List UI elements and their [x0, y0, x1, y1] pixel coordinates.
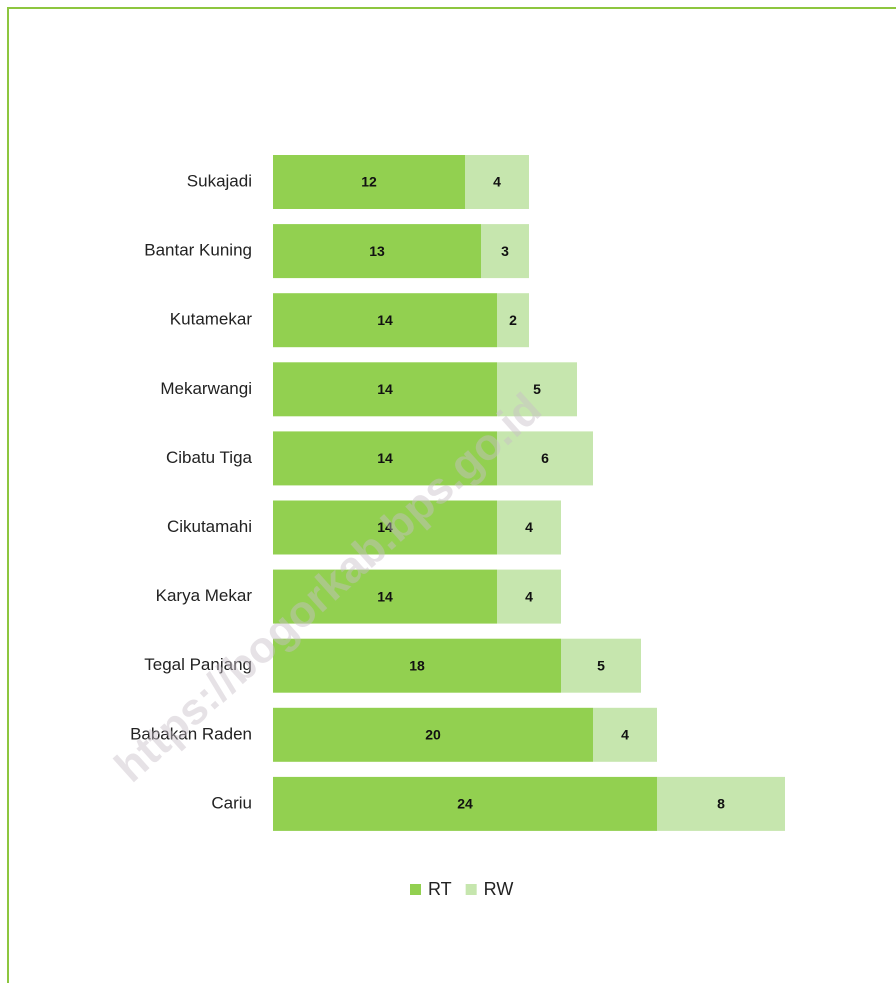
data-label: 12 [361, 174, 377, 190]
y-tick-label: Cikutamahi [167, 517, 252, 536]
bar-segment [273, 776, 657, 831]
legend-label: RT [428, 879, 452, 899]
data-label: 18 [409, 657, 425, 673]
bar-segment [593, 707, 657, 762]
data-label: 4 [493, 174, 501, 190]
y-tick-label: Karya Mekar [156, 586, 253, 605]
bar-segment [481, 224, 529, 279]
data-label: 4 [621, 727, 629, 743]
y-tick-label: Sukajadi [187, 171, 252, 190]
y-tick-label: Tegal Panjang [144, 655, 252, 674]
data-label: 14 [377, 519, 393, 535]
bar-segment [273, 500, 497, 555]
bar-segment [273, 293, 497, 348]
data-label: 14 [377, 381, 393, 397]
y-tick-label: Mekarwangi [160, 379, 252, 398]
y-tick-label: Cibatu Tiga [166, 448, 253, 467]
bar-segment [273, 569, 497, 624]
legend-label: RW [484, 879, 514, 899]
y-tick-label: Bantar Kuning [144, 241, 252, 260]
bar-segment [273, 431, 497, 486]
legend-swatch [410, 884, 421, 895]
bar-segment [273, 224, 481, 279]
data-label: 6 [541, 450, 549, 466]
data-label: 24 [457, 796, 473, 812]
data-label: 5 [597, 657, 605, 673]
bar-segment [561, 638, 641, 693]
data-label: 4 [525, 519, 533, 535]
bar-segment [273, 638, 561, 693]
data-label: 4 [525, 588, 533, 604]
bar-segment [497, 293, 529, 348]
bar-segment [657, 776, 785, 831]
bar-segment [273, 155, 465, 209]
data-label: 13 [369, 243, 385, 259]
legend-swatch [465, 884, 477, 895]
data-label: 14 [377, 450, 393, 466]
bar-segment [497, 569, 561, 624]
data-label: 14 [377, 588, 393, 604]
y-tick-label: Cariu [211, 793, 252, 812]
data-label: 20 [425, 727, 441, 743]
bar-segment [497, 500, 561, 555]
data-label: 5 [533, 381, 541, 397]
frame [7, 7, 896, 983]
data-label: 3 [501, 243, 509, 259]
data-label: 8 [717, 796, 725, 812]
data-label: 14 [377, 312, 393, 328]
y-tick-label: Babakan Raden [130, 724, 252, 743]
data-label: 2 [509, 312, 517, 328]
bar-segment [273, 362, 497, 417]
bar-segment [497, 362, 577, 417]
bar-segment [465, 155, 529, 209]
plot: Sukajadi 12 4 Bantar Kuning 13 3 Kutamekar 14 2 M… [130, 155, 785, 899]
y-tick-label: Kutamekar [170, 310, 253, 329]
bar-segment [273, 707, 593, 762]
bar-segment [497, 431, 593, 486]
